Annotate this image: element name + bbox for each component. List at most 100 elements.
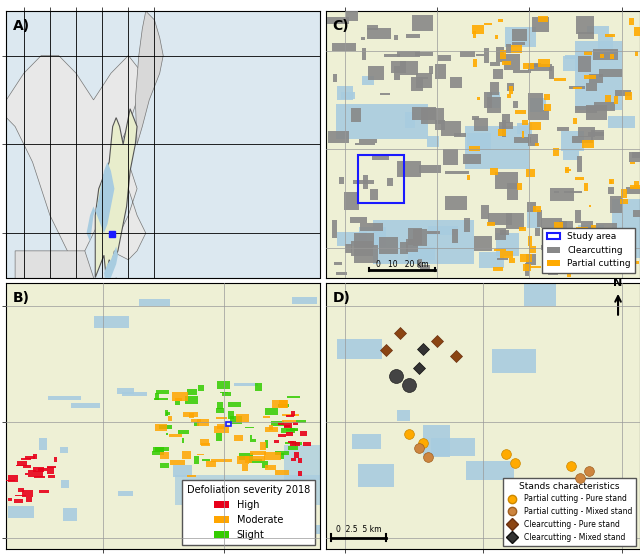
Bar [535,143,539,146]
Bar [250,451,266,455]
Bar [561,130,584,151]
Bar [484,92,492,108]
Bar [355,245,378,263]
Bar [567,270,571,276]
Bar [420,265,430,271]
Bar [118,491,133,496]
Bar [255,383,262,391]
Bar [528,109,550,120]
Bar [568,257,575,266]
Bar [538,512,574,534]
Bar [415,52,433,56]
Bar [529,64,552,70]
Bar [252,439,255,442]
Bar [469,146,481,151]
Bar [610,180,612,184]
Bar [217,424,225,429]
Bar [559,221,573,231]
Bar [216,407,224,413]
Bar [479,252,504,268]
Bar [598,34,612,52]
Bar [278,433,286,437]
Bar [332,43,355,52]
Bar [17,461,27,466]
Bar [593,49,618,60]
Bar [578,127,595,137]
Bar [38,467,47,471]
Bar [369,66,384,80]
Bar [353,233,374,247]
Bar [168,416,172,421]
Text: C): C) [333,19,349,33]
Bar [63,508,77,521]
Bar [545,94,550,100]
Bar [292,442,302,446]
Bar [588,132,604,137]
Bar [563,56,591,71]
Bar [495,172,518,189]
Bar [520,254,532,262]
Bar [524,282,556,306]
Bar [255,500,286,505]
Bar [424,108,435,110]
Bar [194,422,198,426]
Bar [262,416,270,418]
Bar [431,437,475,456]
Bar [290,441,296,446]
Bar [549,231,552,241]
Bar [465,125,529,169]
Bar [591,225,596,235]
Bar [435,63,445,79]
Bar [506,44,511,53]
Bar [351,108,361,122]
Bar [358,464,394,487]
Bar [499,123,513,129]
Bar [464,218,470,232]
Bar [472,26,484,33]
Bar [8,498,12,501]
Bar [428,225,458,235]
Bar [71,403,100,408]
Bar [500,251,513,258]
Polygon shape [86,162,115,242]
Bar [633,210,640,218]
Bar [362,37,365,40]
Bar [605,34,614,37]
Bar [605,95,611,102]
Bar [533,206,541,213]
Bar [173,465,193,477]
Bar [397,410,410,421]
Bar [275,470,289,475]
Bar [467,461,513,480]
Bar [467,133,491,150]
Bar [565,167,568,173]
Bar [26,456,35,459]
Bar [179,430,189,435]
Bar [250,536,275,546]
Bar [15,465,28,466]
Bar [214,426,228,432]
Bar [228,402,241,407]
Bar [242,464,248,471]
Bar [172,392,188,401]
Bar [278,423,284,425]
Bar [584,183,588,191]
Bar [344,193,359,210]
Bar [307,525,340,534]
Bar [522,120,527,125]
Bar [532,17,549,32]
Bar [499,19,503,22]
Bar [166,412,170,415]
Bar [397,161,420,178]
Bar [346,11,358,21]
Legend: High, Moderate, Slight: High, Moderate, Slight [182,480,315,544]
Bar [615,231,621,239]
Bar [284,425,289,427]
Bar [265,440,268,448]
Bar [590,241,595,244]
Bar [230,416,243,423]
Bar [183,412,198,417]
Bar [588,27,609,34]
Bar [572,136,593,143]
Bar [15,495,26,496]
